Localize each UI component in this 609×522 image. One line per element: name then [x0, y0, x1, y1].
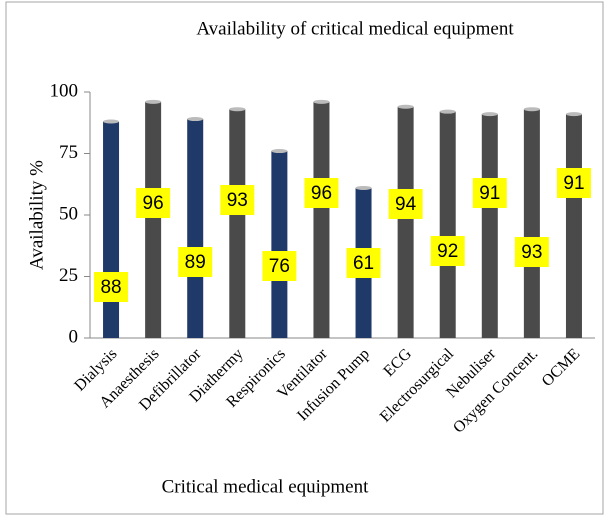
y-tick-label: 25 [59, 265, 78, 286]
bar [271, 151, 288, 338]
y-tick-label: 100 [50, 80, 79, 101]
bar-cap [565, 112, 582, 117]
bar [565, 114, 582, 338]
bar-cap [103, 119, 120, 124]
data-label: 92 [437, 241, 458, 262]
data-label-box [178, 247, 213, 277]
x-axis-title: Critical medical equipment [162, 476, 370, 497]
data-label: 89 [185, 252, 206, 273]
data-label-box [220, 185, 255, 215]
bar [145, 101, 162, 338]
y-tick-label: 50 [59, 203, 78, 224]
bar-cap [271, 149, 288, 154]
bar-cap [229, 107, 246, 112]
bar-cap [187, 117, 204, 122]
bar [103, 121, 120, 339]
data-label-box [136, 188, 171, 218]
data-label: 91 [479, 183, 500, 204]
bar-cap [481, 112, 498, 117]
data-label: 91 [563, 173, 584, 194]
bar [481, 114, 498, 338]
data-label-box [304, 178, 339, 208]
data-label: 94 [395, 194, 417, 215]
data-label: 76 [269, 256, 290, 277]
bar-cap [313, 99, 330, 104]
data-label: 93 [227, 190, 248, 211]
data-label: 61 [353, 253, 374, 274]
bar [187, 119, 204, 338]
data-label: 88 [100, 277, 121, 298]
bar-cap [145, 99, 162, 104]
bar [229, 109, 246, 338]
data-label-box [262, 251, 297, 281]
bar [439, 111, 456, 339]
chart-title: Availability of critical medical equipme… [196, 18, 514, 39]
y-tick-label: 0 [69, 326, 79, 347]
data-label: 96 [143, 193, 164, 214]
data-label-box [346, 248, 381, 278]
data-label-box [94, 272, 129, 302]
data-label-box [472, 178, 507, 208]
data-label-box [514, 237, 549, 267]
y-tick-label: 75 [59, 142, 78, 163]
y-axis-title: Availability % [26, 160, 47, 270]
data-label: 93 [521, 242, 542, 263]
data-label-box [430, 236, 465, 266]
bar [397, 106, 414, 338]
data-label-box [556, 168, 591, 198]
bar-cap [355, 185, 372, 190]
bar-cap [523, 107, 540, 112]
data-label: 96 [311, 183, 332, 204]
data-label-box [388, 189, 423, 219]
bar-cap [397, 104, 414, 109]
bar [313, 101, 330, 338]
bar-cap [439, 109, 456, 114]
bar [523, 109, 540, 338]
chart-border [5, 1, 604, 515]
